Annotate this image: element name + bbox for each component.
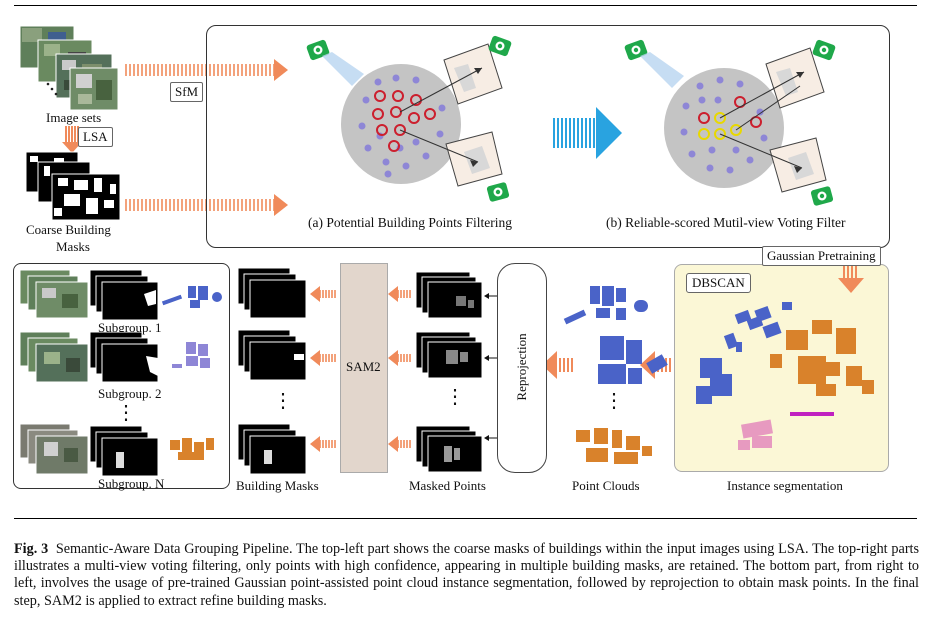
to-sam2-arrows xyxy=(388,286,411,452)
sam2-box xyxy=(340,263,388,473)
top-rule xyxy=(14,5,917,6)
mask-stack-icon xyxy=(238,424,307,475)
potential-points-diagram xyxy=(306,35,512,202)
masked-points-label: Masked Points xyxy=(409,478,486,493)
lsa-tag: LSA xyxy=(78,127,113,147)
dbscan-tag: DBSCAN xyxy=(686,273,751,293)
camera-icon xyxy=(486,182,510,202)
point-cloud-icon xyxy=(563,286,648,325)
figure-caption-text: Semantic-Aware Data Grouping Pipeline. T… xyxy=(14,541,920,609)
mask-stack-icon xyxy=(90,270,159,320)
image-stack-icon xyxy=(20,424,89,475)
blue-arrow xyxy=(553,107,622,159)
image-stack-icon xyxy=(20,270,89,319)
image-sets-label: Image sets xyxy=(46,110,102,125)
gaussian-arrow xyxy=(838,264,864,293)
figure-caption: Fig. 3 Semantic-Aware Data Grouping Pipe… xyxy=(14,541,919,610)
figure-number: Fig. 3 xyxy=(14,541,49,557)
mask-stack-icon xyxy=(90,332,159,383)
coarse-masks-label-1: Coarse Building xyxy=(26,222,111,237)
image-stack-icon xyxy=(19,25,119,111)
panel-b-label: (b) Reliable-scored Mutil-view Voting Fi… xyxy=(606,215,846,230)
building-masks-label: Building Masks xyxy=(236,478,319,493)
bottom-rule xyxy=(14,518,917,519)
mask-stack-icon xyxy=(416,426,483,473)
reprojection-box xyxy=(497,263,547,473)
instance-segmentation-label: Instance segmentation xyxy=(727,478,843,493)
sam2-label: SAM2 xyxy=(346,359,381,374)
mask-stack-icon xyxy=(25,151,121,221)
mask-stack-icon xyxy=(416,272,483,319)
to-building-masks-arrows xyxy=(310,286,336,452)
mask-stack-icon xyxy=(90,426,159,477)
subgroups-vdots: ⋮ xyxy=(116,402,136,424)
sfm-arrow xyxy=(125,59,288,81)
subgroup-1-label: Subgroup. 1 xyxy=(98,320,162,335)
camera-icon xyxy=(488,35,512,57)
point-cloud-icon xyxy=(696,302,874,450)
camera-icon xyxy=(810,186,834,206)
camera-icon xyxy=(812,39,836,61)
point-clouds-vdots: ⋮ xyxy=(604,390,624,412)
image-stack-icon xyxy=(20,332,89,383)
mask-stack-icon xyxy=(238,330,307,381)
building-masks-vdots: ⋮ xyxy=(273,390,293,412)
camera-icon xyxy=(306,39,330,61)
panel-a-label: (a) Potential Building Points Filtering xyxy=(308,215,512,230)
reprojection-label: Reprojection xyxy=(514,333,529,401)
to-reprojection-arrow xyxy=(542,351,573,379)
camera-icon xyxy=(624,39,648,61)
mask-stack-icon xyxy=(416,332,483,379)
mask-to-panel-arrow xyxy=(125,194,288,216)
point-cloud-icon xyxy=(598,336,668,384)
sfm-tag: SfM xyxy=(170,82,204,102)
masked-points-vdots: ⋮ xyxy=(445,386,465,408)
subgroup-n-label: Subgroup. N xyxy=(98,476,165,491)
point-cloud-icon xyxy=(161,286,222,308)
coarse-masks-label-2: Masks xyxy=(56,239,90,254)
mask-stack-icon xyxy=(238,268,307,319)
point-cloud-icon xyxy=(172,342,210,368)
point-clouds-label: Point Clouds xyxy=(572,478,640,493)
subgroups-panel xyxy=(13,263,230,489)
voting-filter-diagram xyxy=(624,39,836,206)
subgroup-2-label: Subgroup. 2 xyxy=(98,386,162,401)
gaussian-pretraining-tag: Gaussian Pretraining xyxy=(762,246,881,266)
filtering-panel xyxy=(206,25,890,248)
point-cloud-icon xyxy=(576,428,652,464)
reprojection-arrows xyxy=(484,293,497,441)
point-cloud-icon xyxy=(170,438,214,460)
